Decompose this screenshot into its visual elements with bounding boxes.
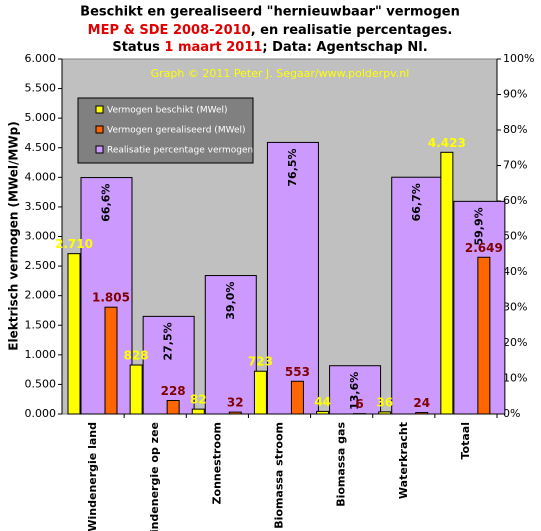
bar: [67, 253, 81, 415]
data-label: 2.710: [55, 237, 93, 251]
y-tick-label: 6.000: [25, 52, 57, 65]
chart-title: Beschikt en gerealiseerd "hernieuwbaar" …: [80, 5, 460, 20]
bar: [204, 275, 257, 415]
data-label: 36: [376, 395, 393, 409]
bar: [166, 400, 180, 415]
bar: [440, 151, 454, 415]
data-label: 13,6%: [348, 372, 361, 410]
y-tick-label: 5.500: [25, 82, 57, 95]
bar: [228, 411, 242, 415]
data-label: 1.805: [92, 291, 130, 305]
data-label: 39,0%: [224, 282, 237, 320]
data-label: 6: [355, 397, 363, 411]
y2-tick-label: 0%: [503, 407, 520, 420]
y2-tick-label: 40%: [503, 265, 527, 278]
y-tick-label: 0.500: [25, 377, 57, 390]
bar: [129, 364, 143, 415]
subtitle-part: ; Data: Agentschap Nl.: [262, 40, 427, 55]
y-tick-label: 2.000: [25, 289, 57, 302]
data-label: 66,7%: [410, 183, 423, 221]
bar: [253, 370, 267, 415]
chart-subtitle: MEP & SDE 2008-2010, en realisatie perce…: [88, 23, 453, 38]
data-label: 27,5%: [162, 322, 175, 360]
data-label: 44: [314, 395, 331, 409]
data-label: 66,6%: [100, 184, 113, 222]
subtitle-part: , en realisatie percentages.: [251, 23, 453, 38]
x-tick-label: Windenergie land: [86, 422, 99, 531]
data-label: 4.423: [428, 136, 466, 150]
y2-tick-label: 90%: [503, 88, 527, 101]
data-label: 76,5%: [286, 148, 299, 186]
subtitle-part: MEP & SDE 2008-2010: [88, 23, 251, 38]
y2-tick-label: 80%: [503, 123, 527, 136]
legend-box: [77, 97, 254, 164]
data-label: 24: [413, 396, 430, 410]
data-label: 723: [248, 355, 273, 369]
y-tick-label: 4.500: [25, 141, 57, 154]
bar: [104, 306, 118, 415]
y-tick-label: 0.000: [25, 407, 57, 420]
bar: [290, 380, 304, 415]
x-tick-label: Waterkracht: [397, 422, 410, 499]
legend-label: Vermogen gerealiseerd (MWel): [107, 126, 246, 136]
y-tick-label: 1.000: [25, 348, 57, 361]
x-tick-label: Biomassa gas: [335, 422, 348, 507]
bar: [266, 141, 319, 415]
bar: [191, 408, 205, 415]
legend-swatch: [95, 125, 104, 134]
y-tick-label: 1.500: [25, 318, 57, 331]
y-axis-label: Elektrisch vermogen (MWel/MWp): [7, 121, 21, 350]
data-label: 2.649: [465, 241, 503, 255]
legend-label: Realisatie percentage vermogen: [107, 146, 253, 156]
data-label: 228: [161, 384, 186, 398]
watermark: Graph © 2011 Peter J. Segaar/www.polderp…: [151, 67, 410, 80]
y2-tick-label: 60%: [503, 194, 527, 207]
x-tick-label: Totaal: [459, 422, 472, 459]
y-tick-label: 4.000: [25, 170, 57, 183]
legend-label: Vermogen beschikt (MWel): [107, 106, 228, 116]
y2-tick-label: 10%: [503, 372, 527, 385]
y2-tick-label: 30%: [503, 301, 527, 314]
x-tick-label: Zonnestroom: [210, 422, 223, 504]
chart-subtitle: Status 1 maart 2011; Data: Agentschap Nl…: [112, 40, 427, 55]
y-tick-label: 2.500: [25, 259, 57, 272]
y-tick-label: 5.000: [25, 111, 57, 124]
y2-tick-label: 70%: [503, 159, 527, 172]
y2-tick-label: 100%: [503, 52, 534, 65]
x-tick-label: Windenergie op zee: [148, 422, 161, 531]
data-label: 553: [285, 365, 310, 379]
data-label: 82: [190, 393, 207, 407]
bar: [477, 256, 491, 415]
subtitle-part: 1 maart 2011: [164, 40, 262, 55]
y-tick-label: 3.500: [25, 200, 57, 213]
y-tick-label: 3.000: [25, 230, 57, 243]
data-label: 828: [124, 349, 149, 363]
legend-swatch: [95, 145, 104, 154]
bar: [391, 176, 444, 415]
x-tick-label: Biomassa stroom: [273, 422, 286, 529]
y2-tick-label: 20%: [503, 336, 527, 349]
bar: [142, 315, 195, 415]
bar: [378, 411, 392, 415]
subtitle-part: Status: [112, 40, 164, 55]
bar: [415, 412, 429, 415]
data-label: 32: [227, 396, 244, 410]
legend-swatch: [95, 105, 104, 114]
bar: [316, 410, 330, 415]
data-label: 59,9%: [472, 207, 485, 245]
y2-tick-label: 50%: [503, 230, 527, 243]
